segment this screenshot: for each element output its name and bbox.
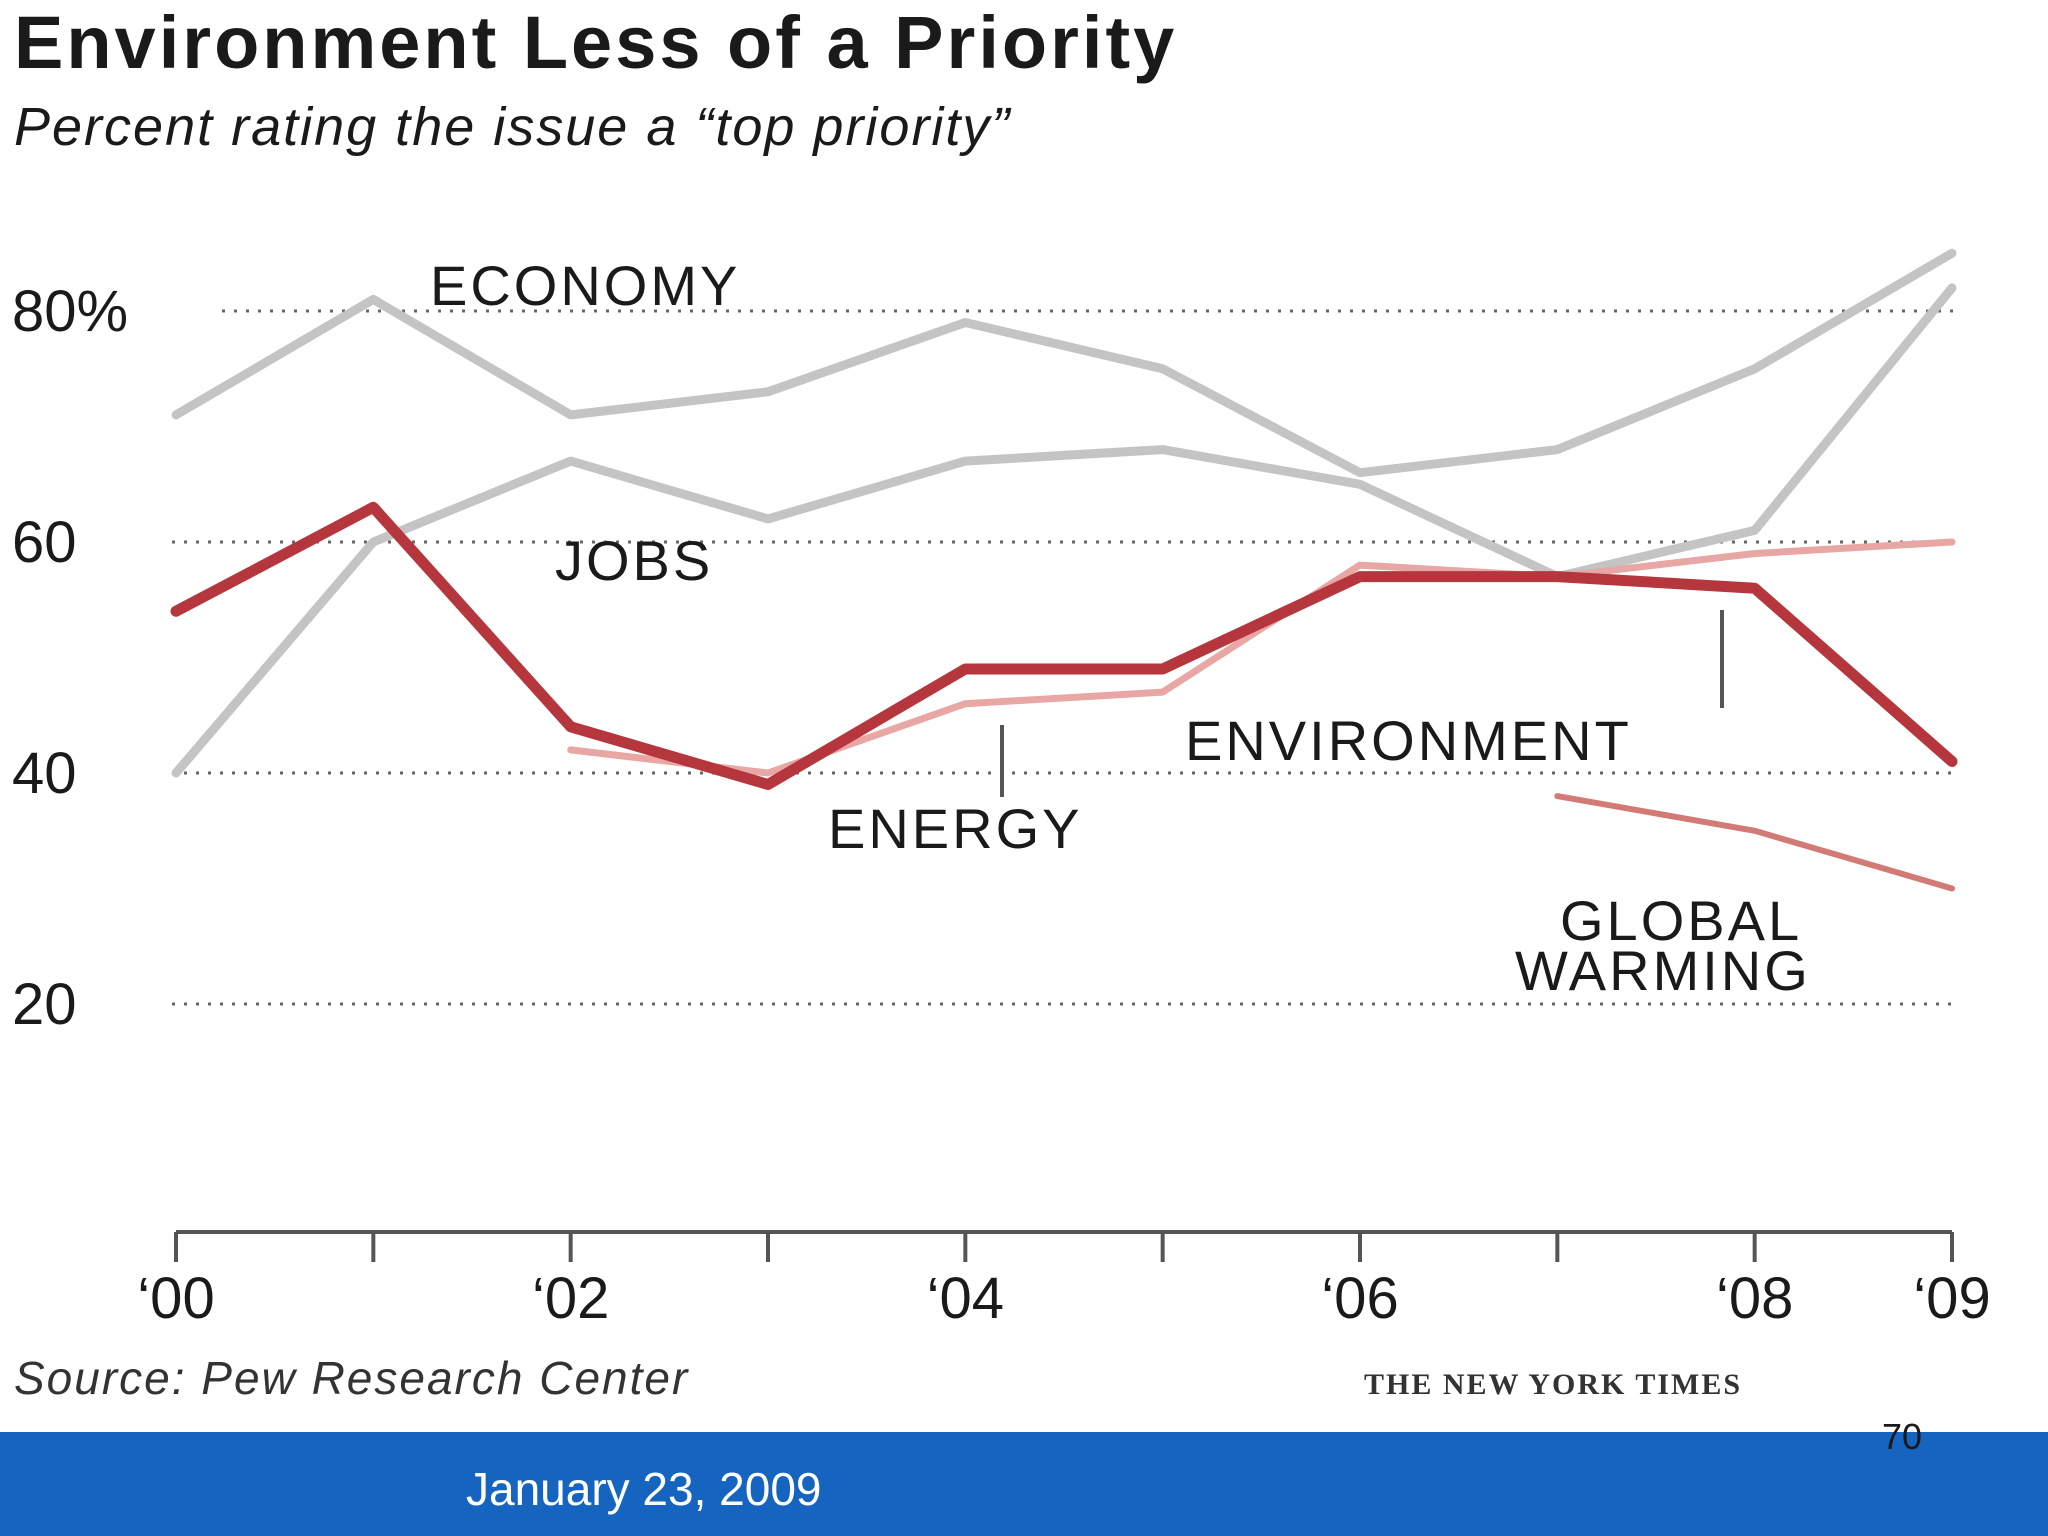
x-tick-label: ‘08 xyxy=(1716,1266,1793,1331)
series-environment xyxy=(170,501,1958,790)
label-energy: ENERGY xyxy=(828,797,1083,860)
series-jobs xyxy=(171,283,1957,778)
series-labels: ECONOMY JOBS ENERGY ENVIRONMENT GLOBAL W… xyxy=(430,254,1811,1002)
x-tick-label: ‘02 xyxy=(532,1266,609,1331)
credit: THE NEW YORK TIMES xyxy=(1364,1368,1742,1401)
chart-subtitle: Percent rating the issue a “top priority… xyxy=(14,97,1011,157)
series-economy xyxy=(171,248,1957,478)
x-tick-label: ‘00 xyxy=(137,1266,214,1331)
chart: Environment Less of a Priority Percent r… xyxy=(12,1,1991,1404)
x-axis: ‘00 ‘02 ‘04 ‘06 ‘08 ‘09 xyxy=(137,1230,1991,1331)
x-tick-label: ‘06 xyxy=(1321,1266,1398,1331)
footer-bar: January 23, 2009 xyxy=(0,1432,2048,1536)
y-tick-label: 20 xyxy=(12,972,77,1037)
x-tick-label: ‘04 xyxy=(927,1266,1004,1331)
label-environment: ENVIRONMENT xyxy=(1185,709,1632,772)
series-lines xyxy=(170,248,1958,892)
y-tick-label: 40 xyxy=(12,741,77,806)
y-tick-label: 60 xyxy=(12,510,77,575)
series-global-warming xyxy=(1554,793,1955,892)
chart-title: Environment Less of a Priority xyxy=(14,1,1177,84)
grid-lines xyxy=(172,309,1960,1006)
label-economy: ECONOMY xyxy=(430,254,740,317)
label-global-warming-line2: WARMING xyxy=(1515,939,1811,1002)
source-note: Source: Pew Research Center xyxy=(14,1352,689,1404)
y-axis: 20 40 60 80% xyxy=(12,279,128,1037)
x-tick-label: ‘09 xyxy=(1913,1266,1990,1331)
label-global-warming-line1: GLOBAL xyxy=(1560,889,1802,952)
page-number: 70 xyxy=(1882,1416,1923,1457)
y-tick-label: 80% xyxy=(12,279,128,344)
footer-date: January 23, 2009 xyxy=(466,1463,822,1515)
label-jobs: JOBS xyxy=(555,529,713,592)
